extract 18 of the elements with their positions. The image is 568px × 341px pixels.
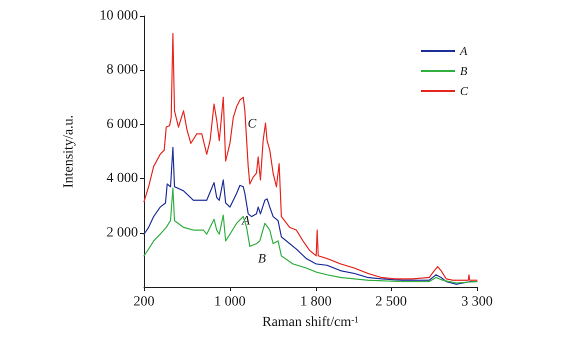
annotation: B [258, 250, 266, 266]
line-series [143, 187, 478, 284]
x-tick-label: 3 300 [461, 294, 493, 310]
legend-label: C [460, 84, 469, 98]
x-tick-label: 1 000 [214, 294, 246, 310]
line-series [143, 33, 478, 281]
y-axis-title: Intensity/a.u. [62, 114, 76, 188]
x-tick-label: 2 500 [375, 294, 407, 310]
y-tick-label: 8 000 [106, 62, 138, 78]
y-tick-label: 10 000 [100, 8, 138, 24]
legend-label: B [460, 64, 468, 78]
y-tick-label: 4 000 [106, 171, 138, 186]
y-tick-label: 2 000 [106, 225, 138, 240]
x-tick-label: 200 [134, 294, 154, 310]
y-tick-label: 6 000 [106, 116, 138, 132]
legend-label: A [458, 44, 468, 58]
x-tick-label: 1 800 [300, 294, 332, 310]
annotation: C [248, 116, 257, 130]
